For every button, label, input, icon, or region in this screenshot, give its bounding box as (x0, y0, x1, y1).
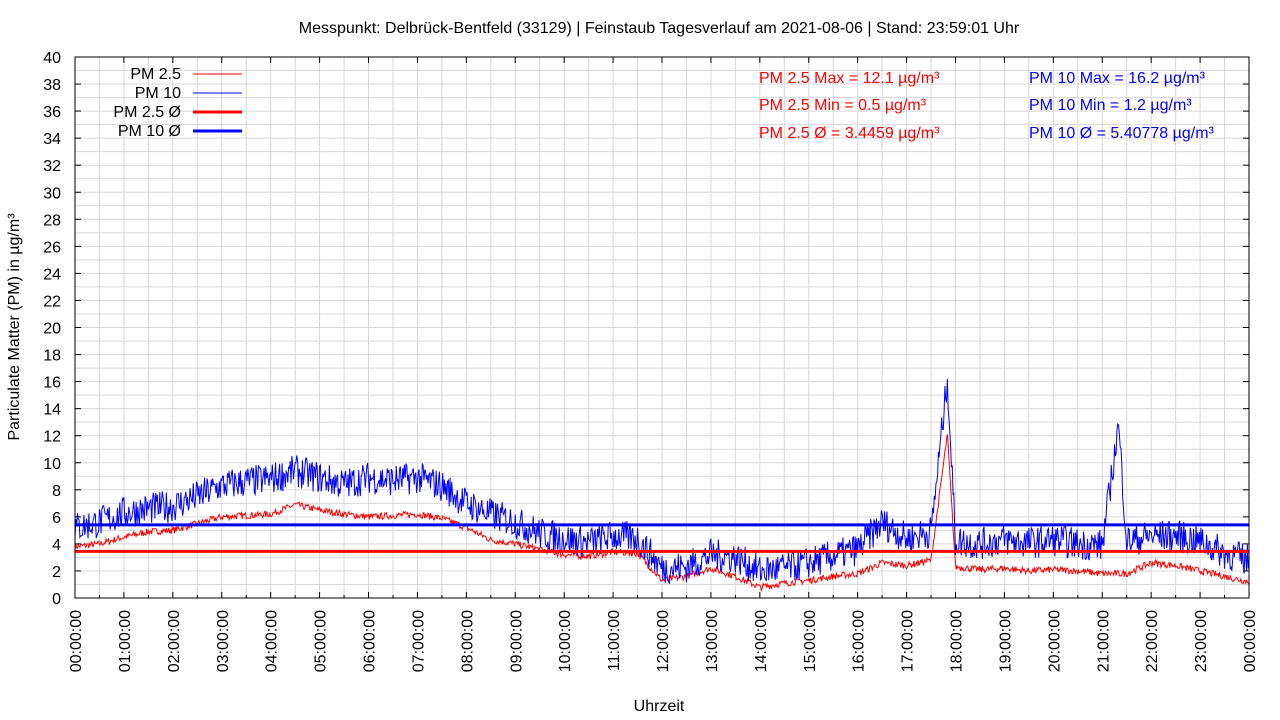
y-tick-label: 24 (43, 266, 61, 283)
y-tick-label: 40 (43, 50, 61, 67)
y-tick-label: 26 (43, 239, 61, 256)
x-tick-label: 13:00:00 (704, 610, 721, 672)
y-tick-label: 6 (52, 510, 61, 527)
axes: 024681012141618202224262830323436384000:… (43, 50, 1259, 672)
x-tick-label: 00:00:00 (1242, 610, 1259, 672)
pm10-min-annotation: PM 10 Min = 1.2 µg/m³ (1029, 97, 1192, 114)
y-tick-label: 38 (43, 77, 61, 94)
y-tick-label: 12 (43, 429, 61, 446)
x-tick-label: 07:00:00 (410, 610, 427, 672)
pm25-min-annotation: PM 2.5 Min = 0.5 µg/m³ (759, 97, 927, 114)
x-tick-label: 00:00:00 (68, 610, 85, 672)
legend: PM 2.5 PM 10 PM 2.5 Ø PM 10 Ø (113, 66, 242, 140)
pm25-max-annotation: PM 2.5 Max = 12.1 µg/m³ (759, 70, 940, 87)
x-tick-label: 06:00:00 (362, 610, 379, 672)
y-tick-label: 14 (43, 402, 61, 419)
x-tick-label: 02:00:00 (166, 610, 183, 672)
x-tick-label: 14:00:00 (753, 610, 770, 672)
y-tick-label: 18 (43, 348, 61, 365)
series-line-pm25 (74, 434, 1250, 593)
legend-label-pm10: PM 10 (135, 85, 181, 102)
y-tick-label: 30 (43, 185, 61, 202)
stats-annotations: PM 2.5 Max = 12.1 µg/m³ PM 2.5 Min = 0.5… (759, 70, 1215, 142)
x-tick-label: 17:00:00 (900, 610, 917, 672)
x-tick-label: 18:00:00 (949, 610, 966, 672)
y-tick-label: 2 (52, 564, 61, 581)
x-tick-label: 22:00:00 (1144, 610, 1161, 672)
legend-label-pm10-avg: PM 10 Ø (118, 123, 181, 140)
y-axis-label: Particulate Matter (PM) in µg/m³ (6, 213, 23, 441)
x-tick-label: 10:00:00 (557, 610, 574, 672)
x-tick-label: 12:00:00 (655, 610, 672, 672)
y-tick-label: 20 (43, 321, 61, 338)
x-tick-label: 21:00:00 (1095, 610, 1112, 672)
x-tick-label: 15:00:00 (802, 610, 819, 672)
x-axis-label: Uhrzeit (634, 698, 685, 715)
pm10-max-annotation: PM 10 Max = 16.2 µg/m³ (1029, 70, 1206, 87)
y-tick-label: 32 (43, 158, 61, 175)
y-tick-label: 36 (43, 104, 61, 121)
legend-label-pm25-avg: PM 2.5 Ø (113, 104, 181, 121)
pm10-avg-annotation: PM 10 Ø = 5.40778 µg/m³ (1029, 125, 1215, 142)
y-tick-label: 4 (52, 537, 61, 554)
legend-label-pm25: PM 2.5 (130, 66, 181, 83)
x-tick-label: 19:00:00 (997, 610, 1014, 672)
x-tick-label: 01:00:00 (117, 610, 134, 672)
y-tick-label: 22 (43, 293, 61, 310)
x-tick-label: 08:00:00 (459, 610, 476, 672)
x-tick-label: 05:00:00 (313, 610, 330, 672)
y-tick-label: 28 (43, 212, 61, 229)
x-tick-label: 04:00:00 (264, 610, 281, 672)
x-tick-label: 03:00:00 (215, 610, 232, 672)
y-tick-label: 10 (43, 456, 61, 473)
x-tick-label: 23:00:00 (1193, 610, 1210, 672)
y-tick-label: 16 (43, 375, 61, 392)
series-layer (74, 378, 1250, 593)
grid (74, 56, 1250, 599)
y-tick-label: 0 (52, 591, 61, 608)
x-tick-label: 20:00:00 (1046, 610, 1063, 672)
y-tick-label: 8 (52, 483, 61, 500)
x-tick-label: 16:00:00 (851, 610, 868, 672)
pm25-avg-annotation: PM 2.5 Ø = 3.4459 µg/m³ (759, 125, 940, 142)
chart-title: Messpunkt: Delbrück-Bentfeld (33129) | F… (299, 20, 1020, 37)
y-tick-label: 34 (43, 131, 61, 148)
x-tick-label: 09:00:00 (508, 610, 525, 672)
x-tick-label: 11:00:00 (606, 610, 623, 671)
